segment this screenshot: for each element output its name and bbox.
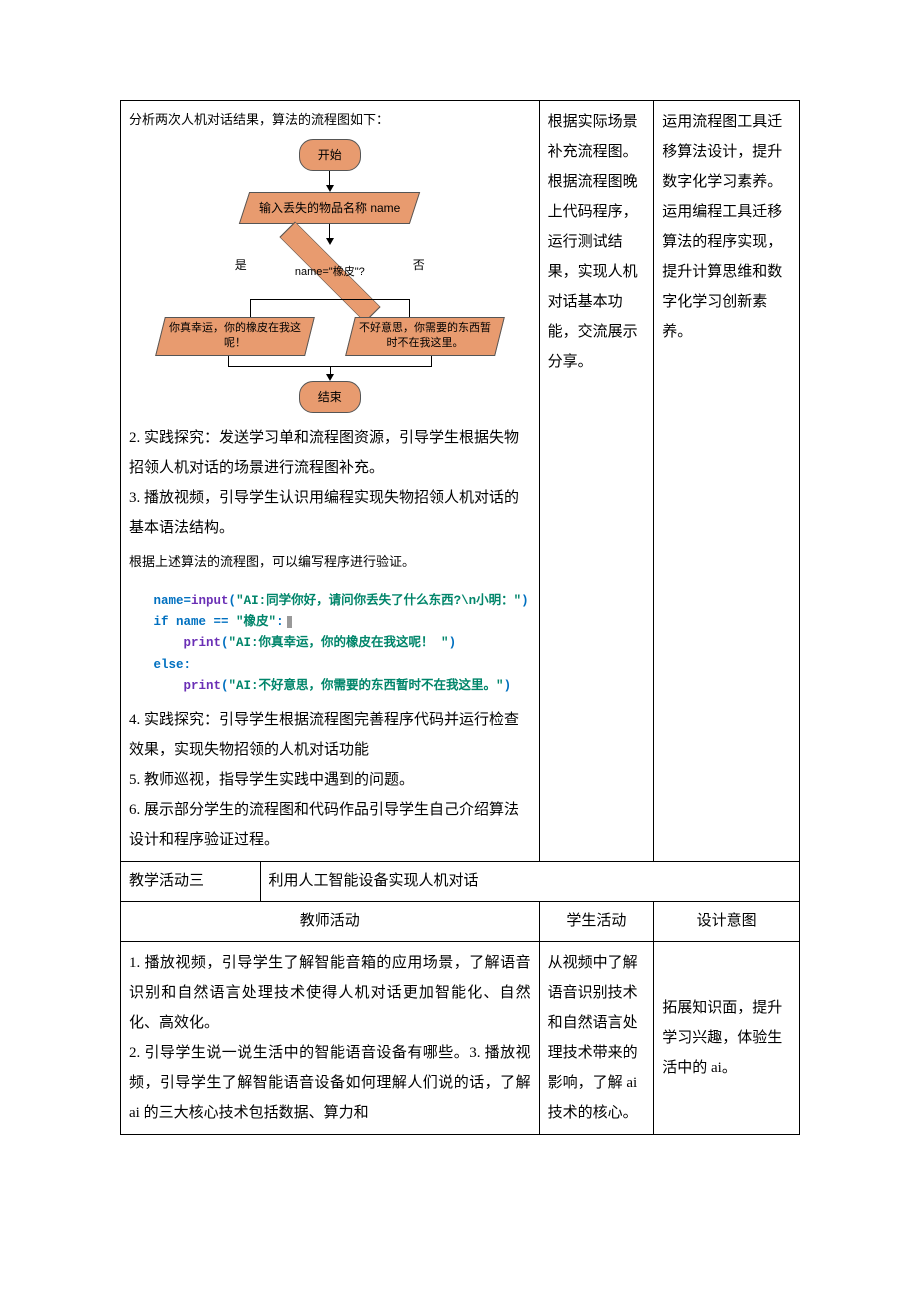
- section-3-title: 利用人工智能设备实现人机对话: [260, 862, 799, 902]
- flowchart-yes-label: 是: [235, 253, 247, 277]
- flowchart-result-yes: 你真幸运，你的橡皮在我这呢！: [155, 317, 315, 356]
- text-cursor-icon: [287, 616, 292, 628]
- design-intent-cell: 运用流程图工具迁移算法设计，提升数字化学习素养。 运用编程工具迁移算法的程序实现…: [654, 101, 800, 862]
- design-intent-3: 拓展知识面，提升学习兴趣，体验生活中的 ai。: [654, 942, 800, 1135]
- section-3-content-row: 1. 播放视频，引导学生了解智能音箱的应用场景，了解语音识别和自然语言处理技术使…: [121, 942, 800, 1135]
- teacher-activity-cell: 分析两次人机对话结果，算法的流程图如下： 开始 输入丢失的物品名称 name 是…: [121, 101, 540, 862]
- content-row-1: 分析两次人机对话结果，算法的流程图如下： 开始 输入丢失的物品名称 name 是…: [121, 101, 800, 862]
- flowchart-branches: 你真幸运，你的橡皮在我这呢！ 不好意思，你需要的东西暂时不在我这里。: [160, 317, 500, 356]
- code-intro: 根据上述算法的流程图，可以编写程序进行验证。: [129, 549, 531, 575]
- student-activity-3: 从视频中了解语音识别技术和自然语言处理技术带来的影响，了解 ai 技术的核心。: [539, 942, 654, 1135]
- header-teacher: 教师活动: [121, 902, 540, 942]
- section-3-label: 教学活动三: [121, 862, 261, 902]
- main-item-5: 5. 教师巡视，指导学生实践中遇到的问题。: [129, 765, 531, 795]
- lesson-plan-table: 分析两次人机对话结果，算法的流程图如下： 开始 输入丢失的物品名称 name 是…: [120, 100, 800, 1135]
- student-activity-cell: 根据实际场景补充流程图。 根据流程图晚上代码程序，运行测试结果，实现人机对话基本…: [539, 101, 654, 862]
- main-item-2: 2. 实践探究：发送学习单和流程图资源，引导学生根据失物招领人机对话的场景进行流…: [129, 423, 531, 483]
- main-item-6: 6. 展示部分学生的流程图和代码作品引导学生自己介绍算法设计和程序验证过程。: [129, 795, 531, 855]
- section-3-row: 教学活动三 利用人工智能设备实现人机对话: [121, 862, 800, 902]
- flowchart-no-label: 否: [413, 253, 425, 277]
- flowchart-input: 输入丢失的物品名称 name: [239, 192, 421, 224]
- flowchart: 开始 输入丢失的物品名称 name 是 name="橡皮"? 否: [129, 139, 531, 413]
- flowchart-start: 开始: [299, 139, 361, 171]
- column-headers-row: 教师活动 学生活动 设计意图: [121, 902, 800, 942]
- flowchart-intro: 分析两次人机对话结果，算法的流程图如下：: [129, 107, 531, 133]
- header-intent: 设计意图: [654, 902, 800, 942]
- code-block: name=input("AI:同学你好，请问你丢失了什么东西?\n小明：") i…: [129, 583, 531, 705]
- main-item-4: 4. 实践探究：引导学生根据流程图完善程序代码并运行检查效果，实现失物招领的人机…: [129, 705, 531, 765]
- header-student: 学生活动: [539, 902, 654, 942]
- flowchart-decision-wrap: 是 name="橡皮"? 否: [180, 245, 480, 299]
- flowchart-decision-text: name="橡皮"?: [295, 261, 365, 283]
- flowchart-result-no: 不好意思，你需要的东西暂时不在我这里。: [345, 317, 505, 356]
- main-item-3: 3. 播放视频，引导学生认识用编程实现失物招领人机对话的基本语法结构。: [129, 483, 531, 543]
- flowchart-end: 结束: [299, 381, 361, 413]
- teacher-activity-3: 1. 播放视频，引导学生了解智能音箱的应用场景，了解语音识别和自然语言处理技术使…: [121, 942, 540, 1135]
